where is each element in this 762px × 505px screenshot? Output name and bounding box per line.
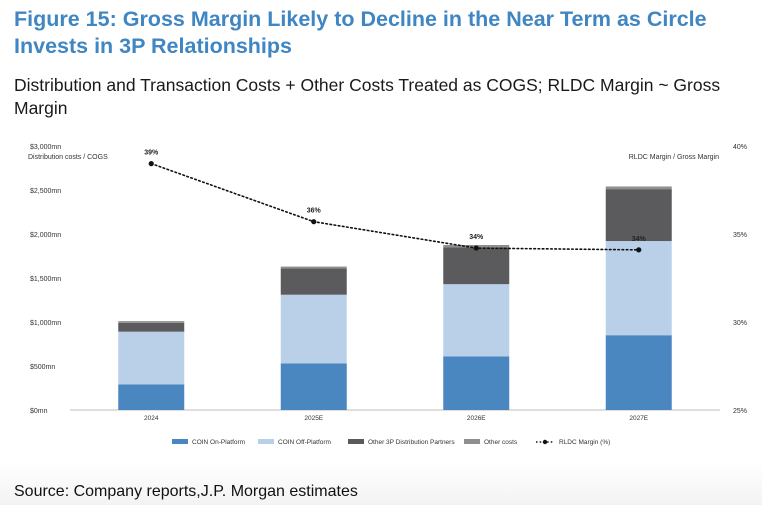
- legend-label: Other 3P Distribution Partners: [368, 439, 455, 446]
- y-left-tick-label: $2,000mn: [30, 232, 61, 239]
- rldc-margin-data-label: 34%: [469, 234, 484, 241]
- bar-coin-on-platform: [605, 335, 672, 410]
- y-right-tick-label: 35%: [733, 232, 747, 239]
- bar-coin-off-platform: [443, 284, 510, 357]
- y-right-tick-label: 25%: [733, 408, 747, 415]
- y-right-tick-label: 40%: [733, 144, 747, 151]
- source-note: Source: Company reports,J.P. Morgan esti…: [14, 483, 358, 500]
- legend-label: RLDC Margin (%): [559, 439, 610, 446]
- chart-subtitle: Distribution and Transaction Costs + Oth…: [14, 75, 721, 118]
- y-left-tick-label: $1,000mn: [30, 320, 61, 327]
- bar-coin-on-platform: [443, 356, 510, 410]
- legend-line-marker: [542, 439, 548, 445]
- rldc-margin-data-label: 39%: [144, 150, 159, 157]
- rldc-margin-line: [150, 162, 640, 251]
- x-tick-label: 2026E: [467, 415, 486, 422]
- y-right-axis-title: RLDC Margin / Gross Margin: [629, 154, 719, 161]
- bar-coin-on-platform: [280, 363, 347, 410]
- bar-coin-off-platform: [118, 331, 185, 385]
- x-tick-label: 2027E: [629, 415, 648, 422]
- y-left-tick-label: $2,500mn: [30, 188, 61, 195]
- legend-swatch: [464, 439, 480, 444]
- x-tick-label: 2025E: [304, 415, 323, 422]
- legend-swatch: [348, 439, 364, 444]
- rldc-margin-point: [311, 219, 317, 225]
- rldc-margin-point: [636, 247, 642, 253]
- bar-coin-off-platform: [605, 241, 672, 336]
- legend-swatch: [172, 439, 188, 444]
- legend-swatch: [258, 439, 274, 444]
- legend-label: COIN Off-Platform: [278, 439, 331, 446]
- bar-other-costs: [280, 266, 347, 269]
- bar-other-3p-distribution-partners: [280, 268, 347, 295]
- chart-area: $0mn $500mn $1,000mn $1,500mn $2,000mn $2,500…: [0, 130, 762, 465]
- legend-label: Other costs: [484, 439, 518, 446]
- bar-other-3p-distribution-partners: [443, 247, 510, 285]
- y-right-tick-label: 30%: [733, 320, 747, 327]
- bar-coin-on-platform: [118, 384, 185, 410]
- y-left-tick-label: $500mn: [30, 364, 55, 371]
- y-left-tick-label: $0mn: [30, 408, 48, 415]
- rldc-margin-point: [148, 161, 154, 167]
- y-left-axis-title: Distribution costs / COGS: [28, 154, 108, 161]
- legend-label: COIN On-Platform: [192, 439, 245, 446]
- bar-other-costs: [118, 321, 185, 323]
- rldc-margin-data-label: 34%: [632, 236, 647, 243]
- rldc-margin-point: [473, 245, 479, 251]
- figure-title: Figure 15: Gross Margin Likely to Declin…: [14, 7, 707, 58]
- stacked-bar-chart: $0mn $500mn $1,000mn $1,500mn $2,000mn $2,500…: [28, 144, 747, 446]
- bar-other-costs: [605, 186, 672, 190]
- bar-other-3p-distribution-partners: [118, 322, 185, 332]
- source-band: [0, 462, 762, 505]
- y-left-tick-label: $3,000mn: [30, 144, 61, 151]
- bar-coin-off-platform: [280, 294, 347, 364]
- bar-other-3p-distribution-partners: [605, 189, 672, 242]
- x-tick-label: 2024: [144, 415, 159, 422]
- y-left-tick-label: $1,500mn: [30, 276, 61, 283]
- rldc-margin-data-label: 36%: [307, 208, 322, 215]
